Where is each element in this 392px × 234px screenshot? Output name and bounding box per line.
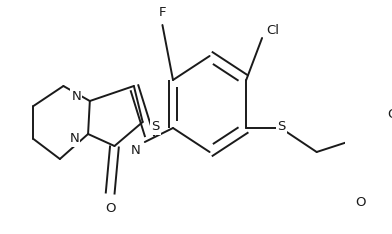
Text: S: S xyxy=(277,120,286,132)
Text: F: F xyxy=(159,7,166,19)
Text: O: O xyxy=(105,201,115,215)
Text: Cl: Cl xyxy=(266,23,279,37)
Text: N: N xyxy=(69,132,79,146)
Text: N: N xyxy=(71,89,81,102)
Text: S: S xyxy=(151,121,160,134)
Text: O: O xyxy=(387,107,392,121)
Text: O: O xyxy=(356,195,366,208)
Text: N: N xyxy=(131,143,141,157)
